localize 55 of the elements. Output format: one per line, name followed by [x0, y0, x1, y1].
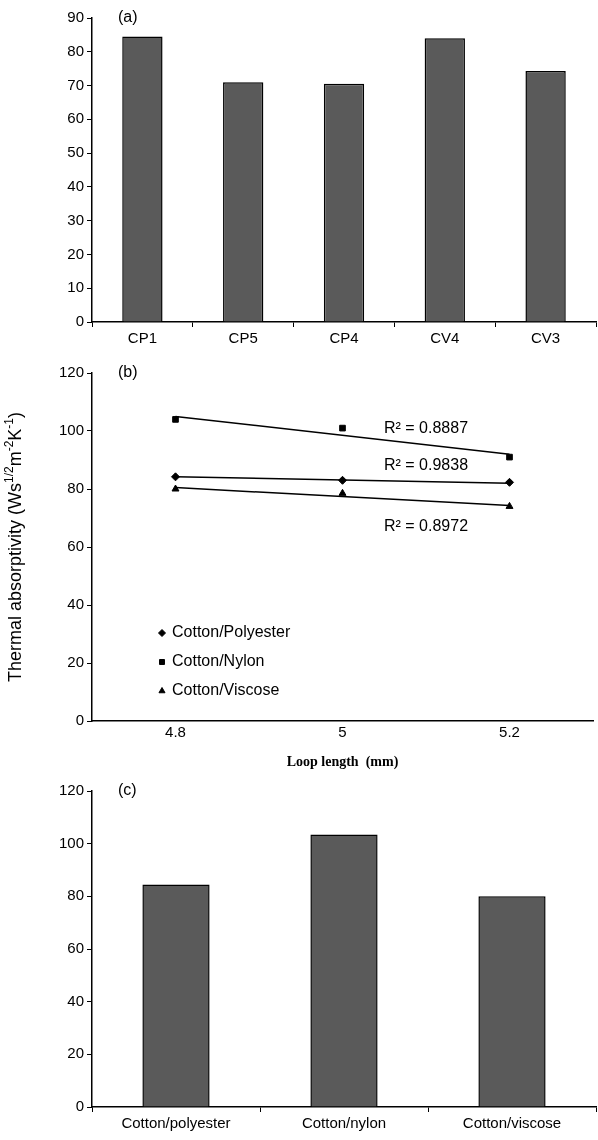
- y-tick-label: 20: [67, 244, 84, 262]
- x-tick-label: CV3: [531, 329, 561, 347]
- x-tick-label: CP5: [228, 329, 258, 347]
- y-tick-label: 10: [67, 278, 84, 296]
- y-axis-title: Thermal absorptivity (Ws1/2m-2K-1): [2, 411, 25, 683]
- point: [338, 488, 347, 496]
- y-tick-label: 40: [67, 177, 84, 195]
- legend-label: Cotton/Viscose: [172, 681, 280, 699]
- y-tick-label: 20: [67, 653, 84, 671]
- point: [171, 472, 180, 482]
- annotation: R² = 0.8972: [383, 517, 469, 535]
- y-tick-label: 60: [67, 537, 84, 555]
- point: [171, 484, 180, 492]
- y-tick-label: 80: [67, 479, 84, 497]
- y-tick-label: 0: [75, 1097, 84, 1115]
- x-tick-label: Cotton/polyester: [121, 1114, 231, 1132]
- x-tick-label: Cotton/nylon: [301, 1114, 387, 1132]
- point: [506, 453, 513, 461]
- y-tick-label: 100: [58, 833, 84, 851]
- y-tick-label: 80: [67, 886, 84, 904]
- point: [338, 475, 347, 485]
- chart-title: (a): [118, 8, 138, 26]
- y-tick-label: 40: [67, 595, 84, 613]
- x-axis-title: Loop length (mm): [286, 753, 399, 770]
- x-tick-label: CP1: [127, 329, 157, 347]
- y-tick-label: 0: [75, 711, 84, 729]
- y-tick-label: 90: [67, 8, 84, 26]
- annotation: R² = 0.9838: [383, 456, 469, 474]
- legend-label: Cotton/Nylon: [172, 652, 265, 670]
- x-tick-label: 5.2: [499, 723, 520, 741]
- y-tick-label: 100: [58, 421, 84, 439]
- legend-label: Cotton/Polyester: [172, 623, 291, 641]
- y-tick-label: 0: [75, 312, 84, 330]
- point: [505, 477, 514, 487]
- y-tick-label: 120: [58, 781, 84, 799]
- y-tick-label: 50: [67, 143, 84, 161]
- x-tick-label: Cotton/viscose: [462, 1114, 562, 1132]
- y-tick-label: 60: [67, 109, 84, 127]
- y-tick-label: 80: [67, 41, 84, 59]
- y-tick-label: 20: [67, 1044, 84, 1062]
- y-tick-label: 30: [67, 210, 84, 228]
- x-tick-label: CP4: [329, 329, 359, 347]
- point: [505, 501, 514, 509]
- y-tick-label: 60: [67, 939, 84, 957]
- y-tick-label: 40: [67, 991, 84, 1009]
- y-tick-label: 70: [67, 75, 84, 93]
- annotation: R² = 0.8887: [383, 419, 469, 437]
- point: [172, 416, 179, 423]
- chart-title: (c): [118, 781, 137, 799]
- x-tick-label: 4.8: [165, 723, 186, 741]
- chart-title: (b): [118, 363, 138, 381]
- point: [339, 424, 346, 432]
- x-tick-label: 5: [338, 723, 347, 741]
- x-tick-label: CV4: [430, 329, 460, 347]
- y-tick-label: 120: [58, 363, 84, 381]
